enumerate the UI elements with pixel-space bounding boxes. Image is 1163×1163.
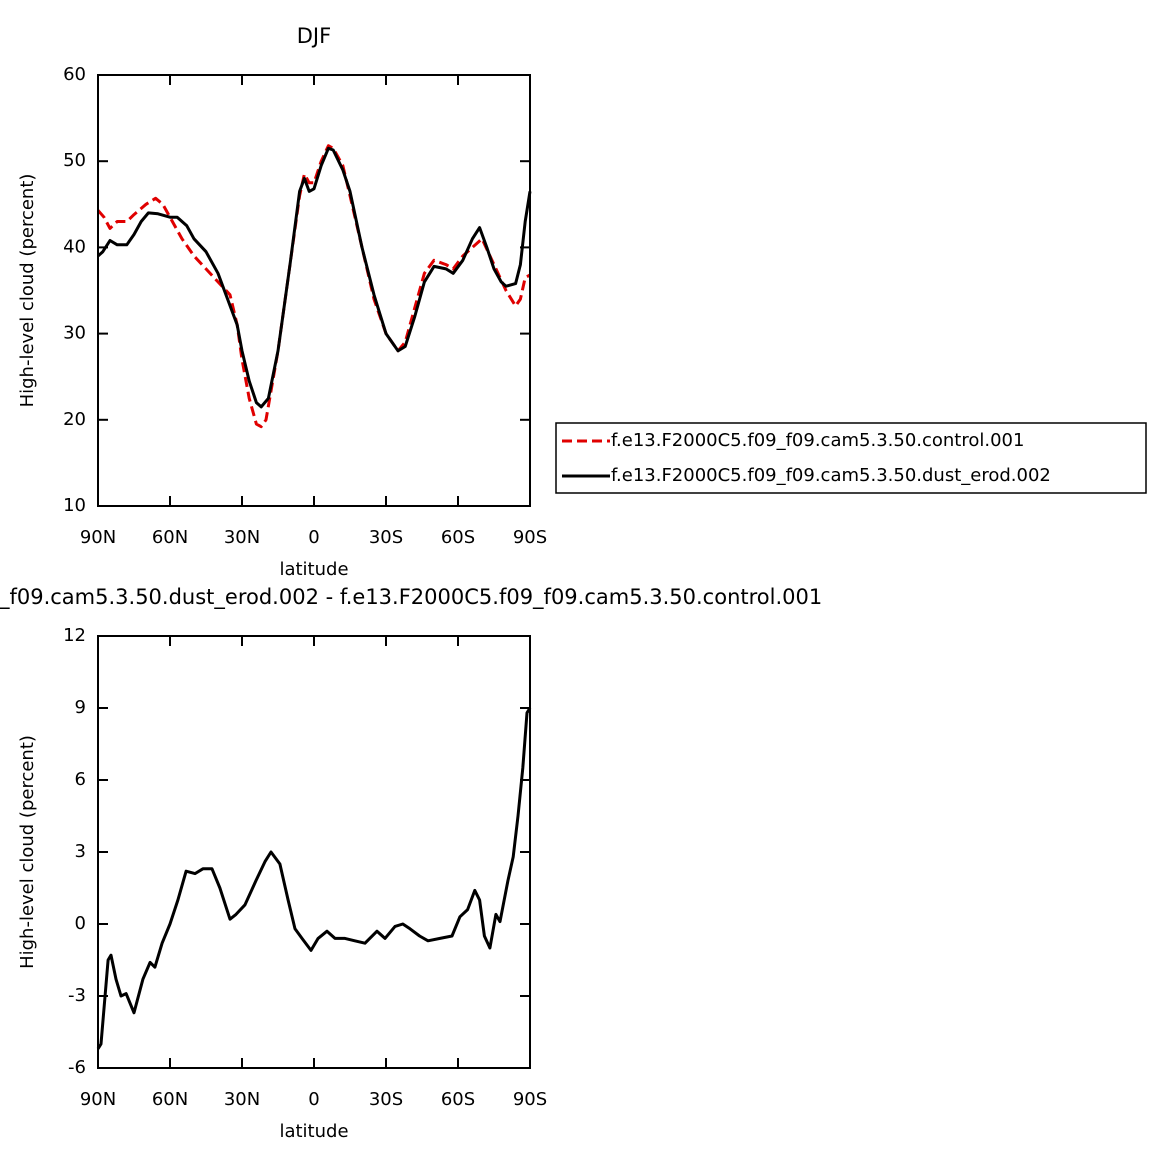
x-tick-label: 90N <box>80 527 116 548</box>
y-tick-label: 20 <box>63 409 86 430</box>
y-tick-label: 50 <box>63 150 86 171</box>
y-axis-label: High-level cloud (percent) <box>17 735 38 969</box>
y-tick-label: 30 <box>63 323 86 344</box>
x-tick-label: 60N <box>152 1089 188 1110</box>
legend-label: f.e13.F2000C5.f09_f09.cam5.3.50.dust_ero… <box>611 465 1051 486</box>
x-tick-label: 60N <box>152 527 188 548</box>
x-tick-label: 0 <box>308 1089 319 1110</box>
x-tick-label: 30S <box>369 1089 403 1110</box>
x-tick-label: 60S <box>441 1089 475 1110</box>
x-tick-label: 90S <box>513 527 547 548</box>
x-tick-label: 90S <box>513 1089 547 1110</box>
x-tick-label: 0 <box>308 527 319 548</box>
x-tick-label: 30N <box>224 1089 260 1110</box>
x-axis-label: latitude <box>279 559 348 580</box>
x-tick-label: 90N <box>80 1089 116 1110</box>
y-tick-label: 60 <box>63 64 86 85</box>
line-series <box>96 146 532 409</box>
chart-title: f.e13.F2000C5.f09_f09.cam5.3.50.dust_ero… <box>0 585 822 610</box>
y-tick-label: 0 <box>75 913 86 934</box>
line-series <box>96 707 532 1050</box>
legend-box <box>555 422 1147 494</box>
line-series <box>96 144 531 429</box>
x-tick-label: 30N <box>224 527 260 548</box>
plot-frame <box>97 74 531 507</box>
x-tick-label: 60S <box>441 527 475 548</box>
legend-label: f.e13.F2000C5.f09_f09.cam5.3.50.control.… <box>611 430 1024 451</box>
y-tick-label: 9 <box>75 697 86 718</box>
x-tick-label: 30S <box>369 527 403 548</box>
y-tick-label: 40 <box>63 236 86 257</box>
y-tick-label: -3 <box>68 985 86 1006</box>
y-tick-label: 12 <box>63 625 86 646</box>
y-tick-label: -6 <box>68 1057 86 1078</box>
plot-frame <box>97 635 531 1069</box>
y-tick-label: 10 <box>63 495 86 516</box>
y-tick-label: 3 <box>75 841 86 862</box>
chart-title: DJF <box>297 24 331 48</box>
y-tick-label: 6 <box>75 769 86 790</box>
y-axis-label: High-level cloud (percent) <box>17 174 38 408</box>
x-axis-label: latitude <box>279 1121 348 1142</box>
